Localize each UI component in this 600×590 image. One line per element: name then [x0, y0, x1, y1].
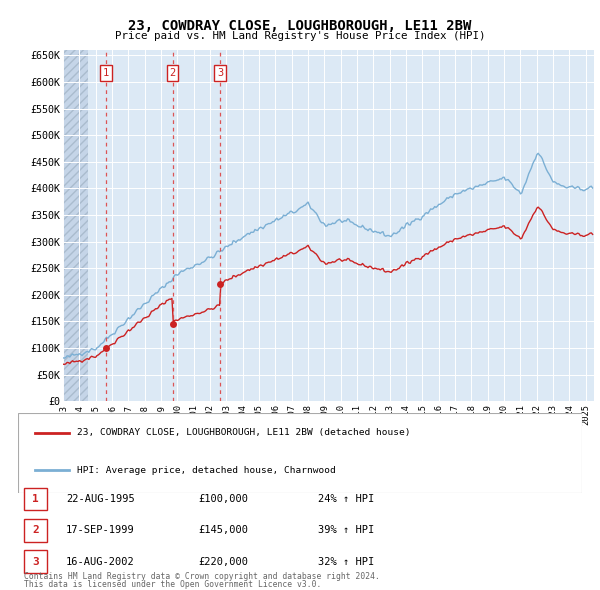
Bar: [63, 50, 88, 401]
Text: £100,000: £100,000: [198, 494, 248, 504]
Text: 39% ↑ HPI: 39% ↑ HPI: [318, 526, 374, 535]
Text: 3: 3: [32, 557, 39, 566]
Text: £220,000: £220,000: [198, 557, 248, 566]
Text: 1: 1: [32, 494, 39, 504]
Text: 17-SEP-1999: 17-SEP-1999: [66, 526, 135, 535]
Text: 2: 2: [169, 68, 176, 78]
Text: Contains HM Land Registry data © Crown copyright and database right 2024.: Contains HM Land Registry data © Crown c…: [24, 572, 380, 581]
Text: 1: 1: [103, 68, 109, 78]
Text: 16-AUG-2002: 16-AUG-2002: [66, 557, 135, 566]
Text: 32% ↑ HPI: 32% ↑ HPI: [318, 557, 374, 566]
FancyBboxPatch shape: [18, 413, 582, 493]
Text: 23, COWDRAY CLOSE, LOUGHBOROUGH, LE11 2BW: 23, COWDRAY CLOSE, LOUGHBOROUGH, LE11 2B…: [128, 19, 472, 33]
Text: 3: 3: [217, 68, 223, 78]
Text: HPI: Average price, detached house, Charnwood: HPI: Average price, detached house, Char…: [77, 466, 336, 475]
Text: 23, COWDRAY CLOSE, LOUGHBOROUGH, LE11 2BW (detached house): 23, COWDRAY CLOSE, LOUGHBOROUGH, LE11 2B…: [77, 428, 411, 437]
Text: 2: 2: [32, 526, 39, 535]
Text: 24% ↑ HPI: 24% ↑ HPI: [318, 494, 374, 504]
Text: This data is licensed under the Open Government Licence v3.0.: This data is licensed under the Open Gov…: [24, 580, 322, 589]
Text: Price paid vs. HM Land Registry's House Price Index (HPI): Price paid vs. HM Land Registry's House …: [115, 31, 485, 41]
Text: £145,000: £145,000: [198, 526, 248, 535]
Text: 22-AUG-1995: 22-AUG-1995: [66, 494, 135, 504]
